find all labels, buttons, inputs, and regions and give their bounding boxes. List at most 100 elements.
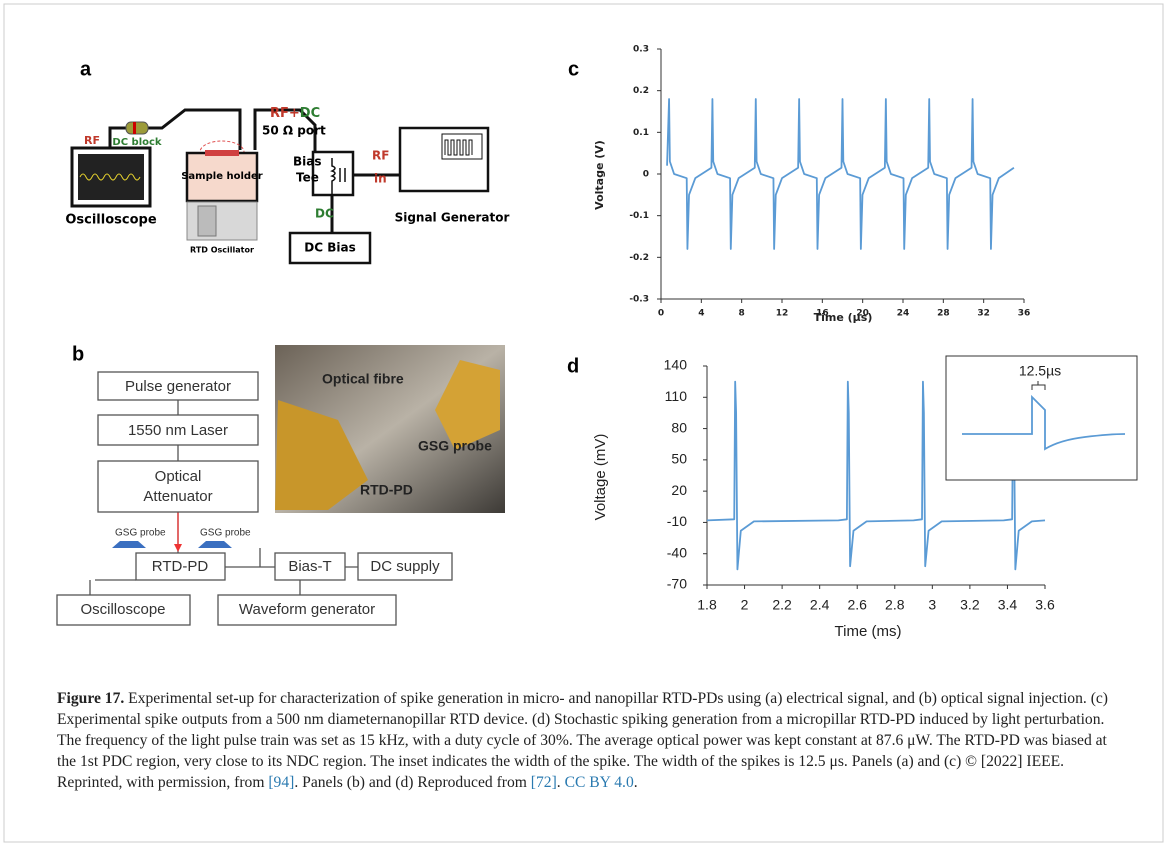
panel-label: c [568,58,579,80]
inset [945,355,1138,481]
label: DC [315,207,334,221]
probe-left [275,400,368,510]
y-tick-label: -10 [667,513,687,529]
box-label: 1550 nm Laser [128,422,228,439]
trace [79,173,141,181]
box-label: Waveform generator [239,601,375,618]
box-label: Oscilloscope [80,601,165,618]
sample-holder-box [185,151,259,203]
probe-right [435,360,500,450]
label: RF+DC [270,106,320,121]
box [97,460,259,513]
label: DC Bias [304,241,355,255]
label: Oscilloscope [65,213,156,228]
x-tick-label: 0 [658,309,664,319]
y-tick-label: 80 [671,419,687,435]
caption: Figure 17. Experimental set-up for chara… [57,688,1122,793]
box-label: Bias-T [288,558,331,575]
panel-a: a RF signal DC block Oscilloscope Sample… [65,58,510,265]
license-link[interactable]: CC BY 4.0 [564,774,634,791]
box [135,552,226,581]
box-label: Attenuator [143,488,212,505]
x-tick-label: 28 [937,309,950,319]
chart: d -70 -40 -10 20 50 80 110 140 1.8 2 2.2 2.4 2.6 2.8 3 3… [567,355,1138,640]
caption-text: . Panels (b) and (d) Reproduced from [294,774,531,791]
inset-bracket [1031,381,1046,390]
label: DC [300,106,320,121]
photo-label: GSG probe [418,438,492,454]
label: Sample holder [181,171,263,182]
y-axis-title: Voltage (mV) [592,434,609,521]
reference[interactable]: [94] [268,774,295,791]
caption-label: Figure 17. [57,690,125,707]
label: GSG probe [115,528,166,539]
square-wave [444,139,473,156]
dc-block-stripe [133,122,136,134]
screen [78,154,144,200]
box-label: Pulse generator [125,378,231,395]
label: RF [270,106,289,121]
label: DC block [112,137,162,148]
panel-label: a [80,58,92,80]
sample [205,150,239,156]
y-tick-label: 0.1 [633,128,649,138]
box-label: Optical [155,468,202,485]
wires [108,108,450,233]
label: RF [372,149,389,163]
x-tick-label: 2.8 [885,597,905,613]
x-tick-label: 2.4 [810,597,830,613]
y-tick-label: 50 [671,451,687,467]
x-tick-label: 3 [928,597,936,613]
y-tick-label: 0.2 [633,86,649,96]
box-label: DC supply [370,558,440,575]
label: Signal Generator [395,211,510,225]
x-tick-label: 1.8 [697,597,717,613]
label: GSG probe [200,528,251,539]
x-tick-label: 12 [776,309,789,319]
probe-icons [112,541,232,548]
bias-tee-box [311,150,355,197]
label: RF [84,134,100,147]
arrow [174,544,182,552]
caption-text: . [556,774,565,791]
label: Tee [296,171,319,185]
x-tick-label: 16 [816,309,829,319]
label: RTD Oscillator [190,246,254,255]
caption-text: Experimental set-up for characterization… [57,690,1109,791]
series-line [666,98,1015,250]
dc-bias-box [288,231,372,265]
inset-trace [962,394,1126,451]
box-label: RTD-PD [152,558,209,575]
panel-b: b Pulse generator 1550 nm Laser Optical … [56,343,505,626]
reference[interactable]: [72] [530,774,557,791]
panel-label: d [567,355,579,377]
caption-text: . [633,774,638,791]
dc-block-icon [125,121,149,135]
y-axis-title: Voltage (V) [593,140,606,210]
box [217,594,397,626]
y-tick-label: -70 [667,576,687,592]
label: Bias [293,155,322,169]
rtd-pad [197,205,217,237]
x-tick-label: 4 [698,309,704,319]
label: + [289,106,300,121]
box [56,594,191,626]
box [97,371,259,401]
bias-tee-symbol [330,158,346,195]
y-tick-label: 0 [643,170,649,180]
x-axis-title: Time (µs) [814,311,873,324]
x-tick-label: 24 [897,309,910,319]
x-tick-label: 3.2 [960,597,980,613]
box [97,414,259,446]
x-tick-label: 36 [1018,309,1031,319]
charts: c-0.3-0.2-0.100.10.20.30 4 8 12 16 20 24 28 32 36… [567,45,1138,640]
y-tick-label: 110 [665,388,688,404]
chart: c -0.3 -0.2 -0.1 0 0.1 0.2 0.3 0 4 8 12 16 20 24 28 32 36… [568,45,1030,325]
inset-label: 12.5µs [1019,363,1061,379]
photo-label: Optical fibre [322,371,404,387]
y-tick-label: -0.1 [629,211,649,221]
x-tick-label: 3.4 [998,597,1018,613]
y-tick-label: -40 [667,544,687,560]
